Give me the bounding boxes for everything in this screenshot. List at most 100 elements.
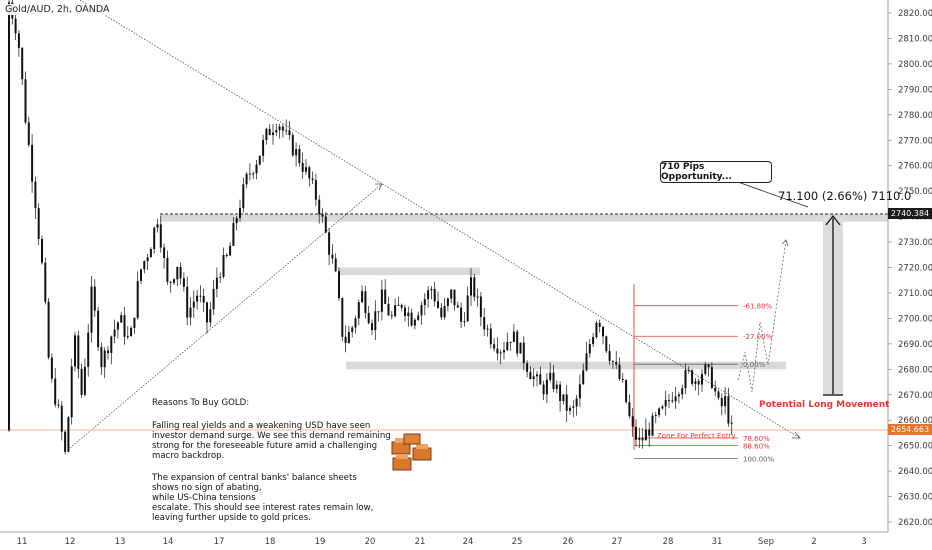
candle-body	[281, 126, 284, 131]
time-tick-label: 17	[214, 537, 225, 547]
time-tick-label: 31	[712, 537, 723, 547]
candle-body	[417, 315, 420, 320]
candle-body	[367, 313, 370, 324]
candle-body	[453, 289, 456, 306]
price-tick-label: 2660.000	[898, 416, 932, 426]
candle-body	[473, 277, 476, 297]
price-tick-label: 2640.000	[898, 467, 932, 477]
candle-body	[493, 344, 496, 349]
candle-body	[14, 18, 17, 34]
candle-body	[654, 414, 657, 416]
candle-body	[638, 437, 641, 440]
candle-body	[648, 429, 651, 436]
fib-level-label: 78.60%	[743, 435, 770, 443]
price-axis: 2820.000 2810.000 2800.000 2790.000 2780.000…	[888, 9, 932, 528]
note-title: Reasons To Buy GOLD:	[152, 398, 250, 408]
candle-body	[374, 311, 377, 331]
time-tick-label: 19	[315, 537, 326, 547]
candle-body	[552, 372, 555, 389]
candle-body	[291, 135, 294, 156]
analysis-note: Reasons To Buy GOLD: Falling real yields…	[152, 398, 392, 535]
candle-body	[671, 400, 674, 402]
candle-body	[143, 261, 146, 270]
price-zone	[338, 267, 480, 276]
candle-body	[717, 391, 720, 398]
candle-body	[582, 370, 585, 385]
candle-body	[70, 366, 73, 418]
candle-body	[133, 317, 136, 328]
candle-body	[615, 361, 618, 365]
candle-body	[305, 167, 307, 172]
candle-body	[529, 371, 532, 380]
candle-body	[658, 408, 661, 415]
fib-level-label: -61.80%	[743, 303, 773, 311]
candle-body	[97, 310, 100, 348]
time-tick-label: Sep	[758, 537, 774, 547]
candle-body	[107, 350, 109, 353]
candle-body	[219, 276, 222, 278]
candle-body	[341, 298, 344, 337]
candle-body	[384, 289, 387, 304]
candle-body	[628, 402, 631, 417]
candle-body	[410, 312, 413, 326]
candle-body	[390, 315, 393, 317]
candle-body	[120, 315, 123, 323]
candle-body	[47, 301, 50, 358]
candle-body	[427, 290, 430, 300]
candle-body	[446, 298, 449, 307]
candle-body	[394, 305, 397, 316]
candle-body	[344, 336, 347, 343]
candle-body	[321, 214, 324, 217]
candle-body	[87, 332, 90, 367]
time-tick-label: 24	[463, 537, 474, 547]
candle-body	[215, 277, 218, 289]
candle-body	[347, 331, 350, 343]
candle-body	[113, 329, 116, 337]
time-tick-label: 11	[17, 537, 28, 547]
projection-path	[737, 239, 787, 393]
pips-opportunity-callout: 710 Pips Opportunity...	[660, 161, 772, 183]
candle-body	[27, 122, 30, 145]
supply-demand-zones	[160, 214, 888, 370]
candle-body	[407, 312, 410, 317]
candle-body	[503, 350, 505, 353]
candle-body	[80, 368, 83, 395]
candle-body	[149, 249, 152, 258]
time-axis: 11 12 13 14 17 18 19 20 21 24 25 26 27 28 31 Sep 2 3	[17, 537, 867, 547]
candle-body	[440, 307, 443, 318]
projection-arrowhead	[781, 239, 789, 247]
candle-body	[57, 404, 60, 406]
candle-body	[242, 184, 245, 209]
candle-body	[206, 302, 208, 323]
candle-body	[489, 328, 492, 345]
candle-body	[611, 360, 614, 362]
callout-pointer	[734, 180, 809, 208]
candle-body	[724, 396, 727, 407]
candle-body	[140, 269, 142, 281]
candle-body	[173, 279, 175, 283]
candle-body	[235, 218, 238, 224]
candle-body	[631, 416, 634, 427]
candle-body	[272, 132, 274, 136]
candle-body	[166, 257, 169, 282]
candle-body	[37, 208, 40, 239]
candlesticks	[8, 0, 733, 455]
time-tick-label: 20	[365, 537, 376, 547]
time-tick-label: 2	[811, 537, 816, 547]
candle-body	[466, 295, 469, 322]
candle-body	[258, 155, 261, 165]
price-tick-label: 2810.000	[898, 34, 932, 44]
candle-body	[532, 376, 535, 380]
candle-body	[605, 336, 608, 352]
candle-body	[684, 370, 687, 389]
candle-body	[50, 357, 53, 379]
time-tick-label: 12	[65, 537, 76, 547]
candle-body	[618, 364, 621, 379]
candle-body	[413, 319, 416, 326]
candle-body	[169, 281, 172, 283]
candle-body	[159, 224, 162, 248]
candle-body	[209, 309, 212, 323]
candle-body	[483, 317, 486, 330]
candle-body	[595, 322, 598, 338]
candle-body	[371, 323, 373, 331]
